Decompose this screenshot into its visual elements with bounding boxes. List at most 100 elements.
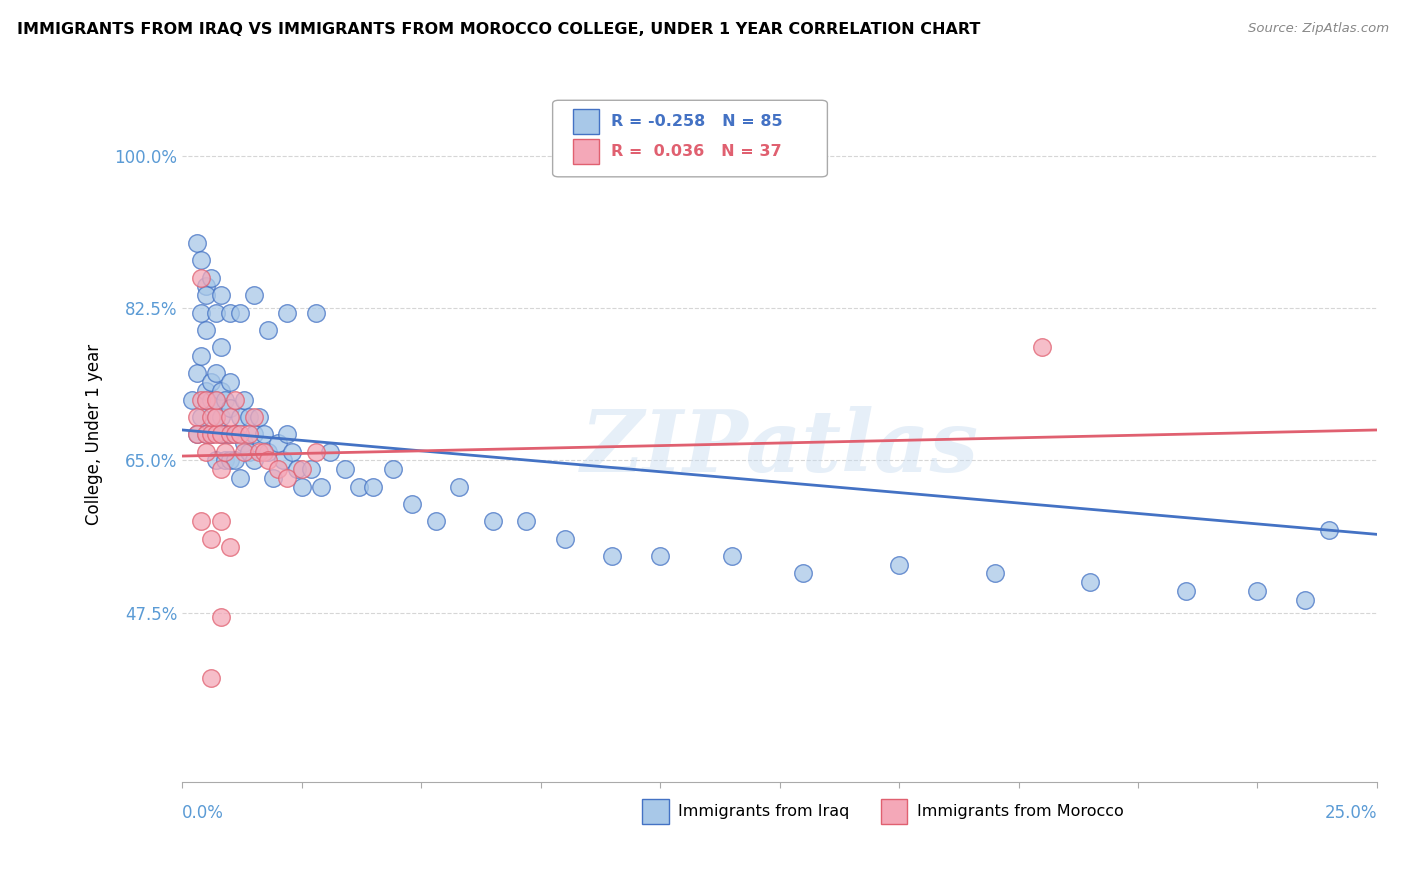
Point — [887, 558, 910, 572]
Point — [195, 392, 218, 407]
Point — [209, 427, 232, 442]
Point — [267, 462, 290, 476]
Point — [219, 427, 242, 442]
Text: IMMIGRANTS FROM IRAQ VS IMMIGRANTS FROM MOROCCO COLLEGE, UNDER 1 YEAR CORRELATIO: IMMIGRANTS FROM IRAQ VS IMMIGRANTS FROM … — [17, 22, 980, 37]
Point — [190, 409, 212, 424]
Point — [1078, 575, 1101, 590]
Point — [200, 532, 222, 546]
Point — [319, 444, 342, 458]
Point — [204, 409, 226, 424]
FancyBboxPatch shape — [553, 100, 827, 177]
Point — [209, 514, 232, 528]
Point — [219, 305, 242, 319]
Point — [204, 409, 226, 424]
Point — [224, 453, 246, 467]
Text: ZIPatlas: ZIPatlas — [581, 407, 979, 490]
Point — [291, 479, 314, 493]
Point — [449, 479, 471, 493]
Point — [299, 462, 322, 476]
Point — [247, 409, 270, 424]
Point — [214, 444, 236, 458]
Point — [209, 427, 232, 442]
Point — [720, 549, 742, 563]
Text: Immigrants from Iraq: Immigrants from Iraq — [678, 804, 849, 819]
Point — [228, 427, 250, 442]
Point — [1246, 583, 1268, 598]
Point — [257, 323, 280, 337]
Point — [271, 453, 294, 467]
Text: 0.0%: 0.0% — [183, 804, 224, 822]
Point — [333, 462, 356, 476]
Point — [267, 436, 290, 450]
Point — [281, 444, 304, 458]
Point — [214, 392, 236, 407]
FancyBboxPatch shape — [882, 799, 907, 824]
Point — [262, 471, 284, 485]
Point — [347, 479, 370, 493]
Point — [190, 392, 212, 407]
Point — [214, 453, 236, 467]
Point — [204, 392, 226, 407]
Point — [195, 392, 218, 407]
Point — [243, 409, 266, 424]
Point — [186, 409, 208, 424]
Point — [291, 462, 314, 476]
Point — [252, 444, 274, 458]
Point — [209, 610, 232, 624]
Point — [243, 288, 266, 302]
Point — [482, 514, 505, 528]
Point — [200, 671, 222, 685]
Point — [219, 427, 242, 442]
Point — [195, 323, 218, 337]
Point — [200, 270, 222, 285]
Point — [195, 427, 218, 442]
Point — [200, 427, 222, 442]
Point — [224, 427, 246, 442]
Point — [204, 305, 226, 319]
Point — [305, 305, 328, 319]
Point — [209, 409, 232, 424]
FancyBboxPatch shape — [572, 110, 599, 135]
Point — [219, 453, 242, 467]
Point — [214, 427, 236, 442]
Point — [381, 462, 404, 476]
Point — [233, 444, 256, 458]
Point — [1174, 583, 1197, 598]
Point — [309, 479, 332, 493]
Point — [219, 401, 242, 416]
Text: Immigrants from Morocco: Immigrants from Morocco — [917, 804, 1123, 819]
Point — [200, 392, 222, 407]
Text: R =  0.036   N = 37: R = 0.036 N = 37 — [612, 144, 782, 159]
Point — [602, 549, 624, 563]
Y-axis label: College, Under 1 year: College, Under 1 year — [86, 343, 103, 524]
Point — [209, 384, 232, 398]
Point — [219, 409, 242, 424]
Point — [204, 392, 226, 407]
Point — [195, 288, 218, 302]
Point — [186, 235, 208, 250]
Point — [209, 462, 232, 476]
Point — [243, 427, 266, 442]
Point — [276, 427, 298, 442]
Text: Source: ZipAtlas.com: Source: ZipAtlas.com — [1249, 22, 1389, 36]
Point — [285, 462, 308, 476]
Point — [1031, 340, 1053, 354]
Point — [243, 453, 266, 467]
Point — [276, 305, 298, 319]
Point — [224, 427, 246, 442]
Point — [425, 514, 447, 528]
Point — [195, 427, 218, 442]
Point — [200, 375, 222, 389]
Point — [190, 514, 212, 528]
Point — [228, 409, 250, 424]
Point — [363, 479, 385, 493]
Point — [233, 392, 256, 407]
Point — [257, 453, 280, 467]
Point — [186, 427, 208, 442]
Point — [238, 409, 260, 424]
FancyBboxPatch shape — [572, 138, 599, 163]
Point — [195, 444, 218, 458]
Point — [305, 444, 328, 458]
Point — [238, 427, 260, 442]
Point — [257, 444, 280, 458]
